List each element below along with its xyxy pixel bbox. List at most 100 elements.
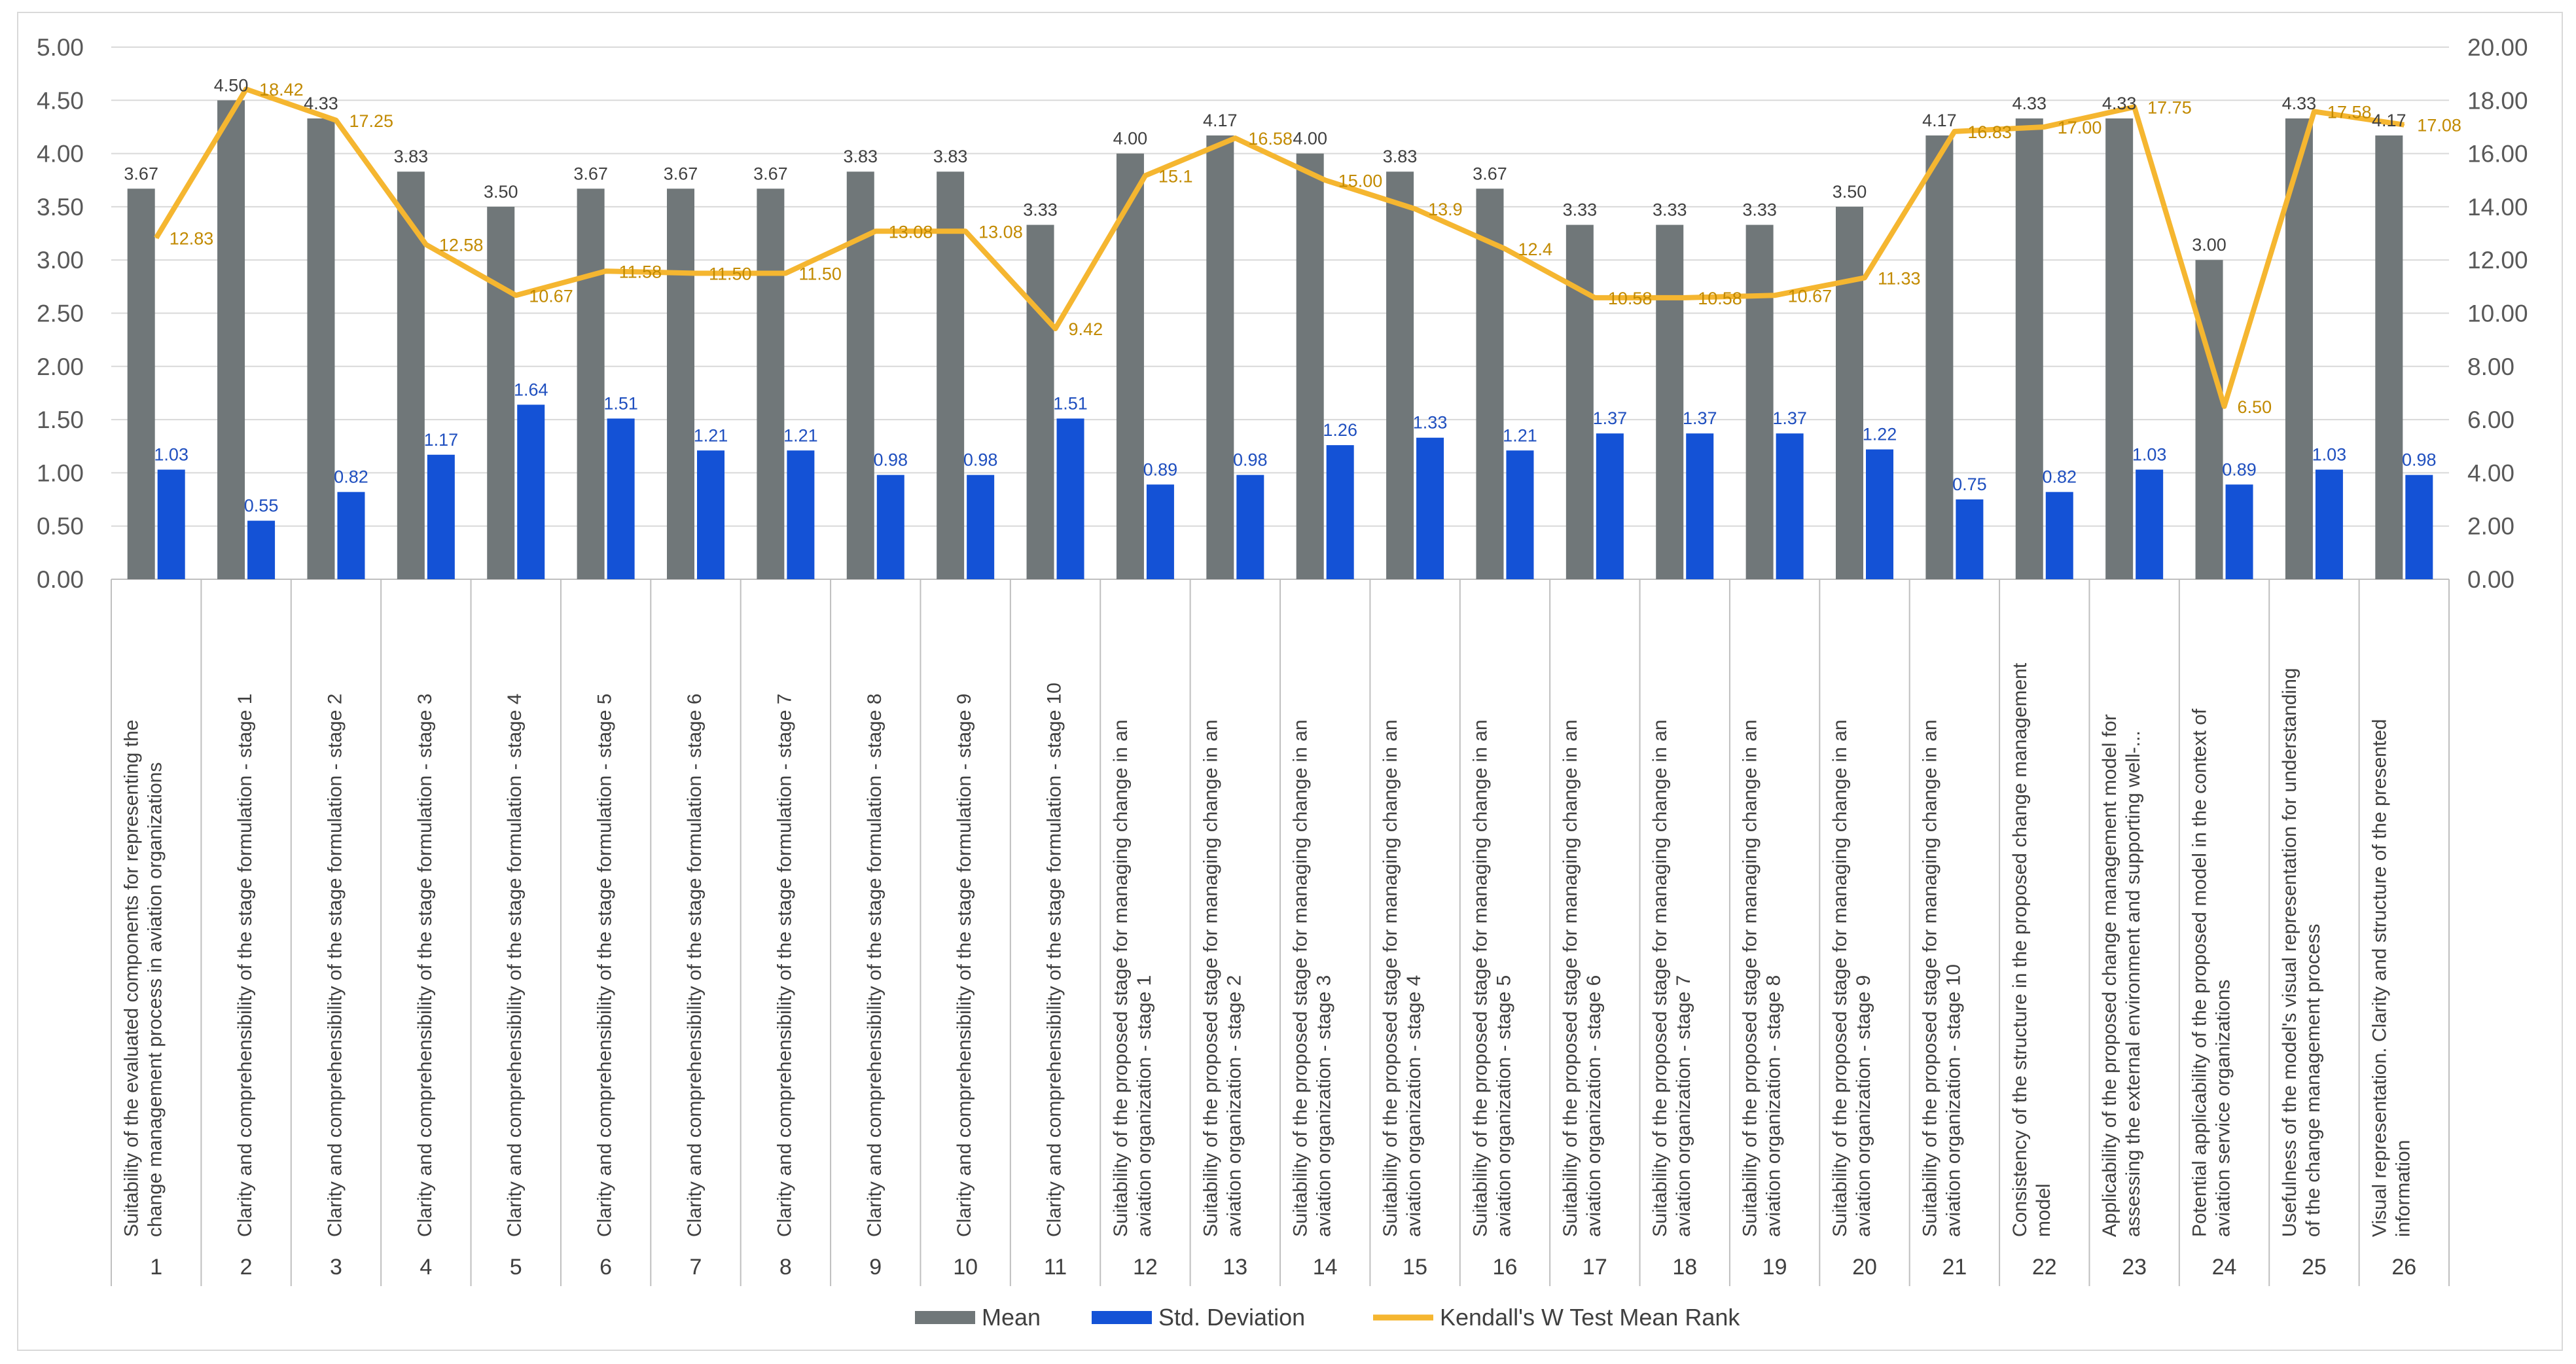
std-deviation-bar — [1956, 499, 1984, 579]
category-label: Suitability of the evaluated components … — [121, 720, 166, 1238]
mean-bar — [217, 100, 245, 580]
category-label-line: aviation organization - stage 5 — [1493, 975, 1514, 1237]
std-deviation-value-label: 1.37 — [1683, 408, 1717, 428]
category-label-line: Clarity and comprehensibility of the sta… — [414, 694, 436, 1237]
mean-rank-point — [1684, 296, 1686, 298]
category-index: 18 — [1672, 1255, 1697, 1280]
category-index: 4 — [420, 1255, 432, 1280]
mean-rank-point — [1144, 175, 1146, 177]
category-label-line: Clarity and comprehensibility of the sta… — [774, 694, 795, 1237]
std-deviation-bar — [2405, 475, 2433, 579]
category-label-line: Clarity and comprehensibility of the sta… — [954, 694, 975, 1237]
mean-rank-point — [1864, 277, 1865, 279]
mean-rank-value-label: 12.4 — [1518, 240, 1552, 259]
mean-rank-point — [1594, 296, 1596, 298]
std-deviation-bar — [247, 520, 276, 579]
mean-rank-point — [785, 272, 787, 274]
std-deviation-bar — [427, 454, 455, 579]
y-right-tick-label: 12.00 — [2467, 247, 2528, 274]
mean-value-label: 4.00 — [1293, 129, 1327, 149]
mean-rank-point — [874, 230, 876, 232]
category-label-line: Clarity and comprehensibility of the sta… — [1044, 683, 1065, 1237]
mean-rank-value-label: 13.08 — [978, 222, 1023, 242]
mean-bar — [487, 206, 515, 579]
category-index: 26 — [2391, 1255, 2416, 1280]
mean-value-label: 3.00 — [2192, 235, 2227, 255]
category-index: 17 — [1583, 1255, 1607, 1280]
category-label-line: assessing the external environment and s… — [2122, 730, 2144, 1237]
category-label-line: aviation organization - stage 1 — [1134, 975, 1155, 1237]
mean-value-label: 4.33 — [2012, 94, 2047, 113]
mean-rank-value-label: 15.00 — [1338, 171, 1383, 190]
y-left-tick-label: 4.50 — [37, 87, 84, 114]
mean-rank-value-label: 17.00 — [2058, 118, 2102, 137]
std-deviation-value-label: 1.37 — [1593, 408, 1628, 428]
category-label-line: Suitability of the proposed stage for ma… — [1740, 719, 1761, 1237]
mean-rank-value-label: 11.33 — [1878, 268, 1921, 288]
mean-rank-value-label: 17.75 — [2147, 98, 2192, 117]
mean-rank-value-label: 12.83 — [170, 228, 214, 248]
category-label-line: information — [2392, 1140, 2414, 1237]
mean-rank-point — [2313, 111, 2315, 113]
mean-rank-point — [425, 243, 427, 245]
category-label: Clarity and comprehensibility of the sta… — [774, 694, 795, 1237]
mean-rank-point — [515, 295, 517, 296]
category-label-line: aviation organization - stage 2 — [1223, 975, 1245, 1237]
mean-rank-point — [245, 88, 247, 90]
mean-rank-value-label: 16.83 — [1967, 122, 2012, 142]
mean-rank-value-label: 10.58 — [1608, 289, 1653, 308]
category-label-line: change management process in aviation or… — [145, 763, 166, 1237]
mean-bar — [1116, 153, 1144, 580]
legend-swatch-std — [1092, 1311, 1152, 1324]
category-index: 16 — [1493, 1255, 1518, 1280]
std-deviation-value-label: 0.98 — [873, 450, 908, 470]
category-label-line: aviation service organizations — [2213, 979, 2234, 1237]
mean-value-label: 3.67 — [124, 164, 158, 183]
category-label: Suitability of the proposed stage for ma… — [1649, 719, 1694, 1237]
category-label: Suitability of the proposed stage for ma… — [1469, 719, 1514, 1237]
mean-bar — [2105, 118, 2134, 579]
std-deviation-value-label: 1.37 — [1772, 408, 1807, 428]
mean-rank-point — [2043, 126, 2045, 128]
mean-bar — [1386, 171, 1414, 579]
std-deviation-bar — [2315, 469, 2343, 579]
mean-rank-value-label: 17.08 — [2417, 116, 2461, 135]
category-label: Clarity and comprehensibility of the sta… — [324, 694, 346, 1237]
mean-value-label: 4.17 — [1203, 111, 1238, 130]
mean-rank-value-label: 13.08 — [889, 222, 933, 242]
mean-rank-value-label: 6.50 — [2238, 397, 2272, 417]
mean-value-label: 4.50 — [214, 75, 249, 95]
category-label-line: aviation organization - stage 6 — [1583, 975, 1605, 1237]
category-index: 13 — [1223, 1255, 1247, 1280]
std-deviation-bar — [1236, 475, 1264, 579]
mean-rank-value-label: 12.58 — [439, 236, 484, 255]
mean-value-label: 4.17 — [2372, 111, 2406, 130]
std-deviation-bar — [1326, 445, 1354, 579]
y-left-tick-label: 0.50 — [37, 513, 84, 540]
y-left-tick-label: 5.00 — [37, 34, 84, 61]
mean-value-label: 4.33 — [304, 94, 338, 113]
mean-bar — [2375, 135, 2403, 579]
mean-rank-value-label: 15.1 — [1158, 166, 1193, 186]
y-left-tick-label: 3.50 — [37, 194, 84, 221]
category-index: 14 — [1313, 1255, 1338, 1280]
mean-bar — [1745, 224, 1774, 579]
mean-rank-point — [605, 270, 607, 272]
mean-bar — [1836, 206, 1863, 579]
std-deviation-value-label: 0.55 — [244, 496, 279, 516]
category-index: 21 — [1942, 1255, 1967, 1280]
std-deviation-value-label: 1.03 — [154, 445, 188, 465]
mean-bar — [577, 188, 605, 579]
mean-rank-value-label: 18.42 — [259, 80, 304, 99]
y-left-tick-label: 3.00 — [37, 247, 84, 274]
mean-value-label: 4.33 — [2282, 94, 2317, 113]
mean-value-label: 4.33 — [2102, 94, 2137, 113]
category-label: Suitability of the proposed stage for ma… — [1110, 719, 1155, 1237]
mean-rank-value-label: 17.58 — [2327, 102, 2372, 122]
mean-rank-point — [1504, 248, 1506, 250]
y-right-tick-label: 2.00 — [2467, 513, 2514, 540]
category-label-line: aviation organization - stage 9 — [1853, 975, 1874, 1237]
category-label-line: Consistency of the structure in the prop… — [2009, 662, 2031, 1237]
category-label-line: Clarity and comprehensibility of the sta… — [324, 694, 346, 1237]
mean-rank-point — [1414, 208, 1416, 210]
